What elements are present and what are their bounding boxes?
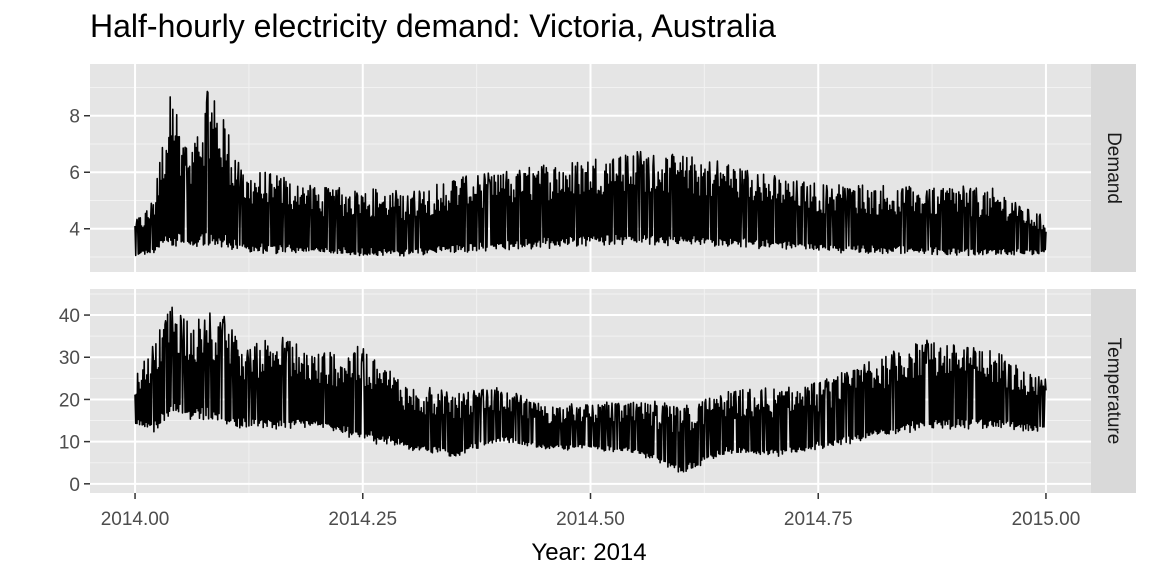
y-tick-label: 6 <box>69 163 80 184</box>
chart-title: Half-hourly electricity demand: Victoria… <box>90 8 776 44</box>
panel-demand: 4 6 8 Demand <box>69 64 1136 272</box>
series-line-temperature <box>134 306 1047 473</box>
facet-strip <box>1091 289 1136 493</box>
x-axis-label: Year: 2014 <box>531 539 646 566</box>
facet-strip-label: Demand <box>1103 132 1124 204</box>
x-tick-label: 2014.00 <box>101 509 170 530</box>
facet-strip <box>1091 64 1136 272</box>
y-tick-label: 8 <box>69 107 80 128</box>
x-tick-label: 2014.50 <box>556 509 625 530</box>
y-tick-label: 0 <box>69 475 80 496</box>
y-tick-label: 20 <box>59 390 80 411</box>
x-tick-label: 2015.00 <box>1012 509 1081 530</box>
y-tick-label: 30 <box>59 348 80 369</box>
x-tick-label: 2014.75 <box>784 509 853 530</box>
series-line-demand <box>134 90 1047 257</box>
facet-strip-label: Temperature <box>1103 338 1124 445</box>
y-tick-label: 40 <box>59 306 80 327</box>
y-tick-label: 4 <box>69 220 80 241</box>
y-tick-label: 10 <box>59 433 80 454</box>
x-tick-label: 2014.25 <box>328 509 397 530</box>
panel-temperature: 0 10 20 30 40 Temperature <box>59 289 1136 496</box>
